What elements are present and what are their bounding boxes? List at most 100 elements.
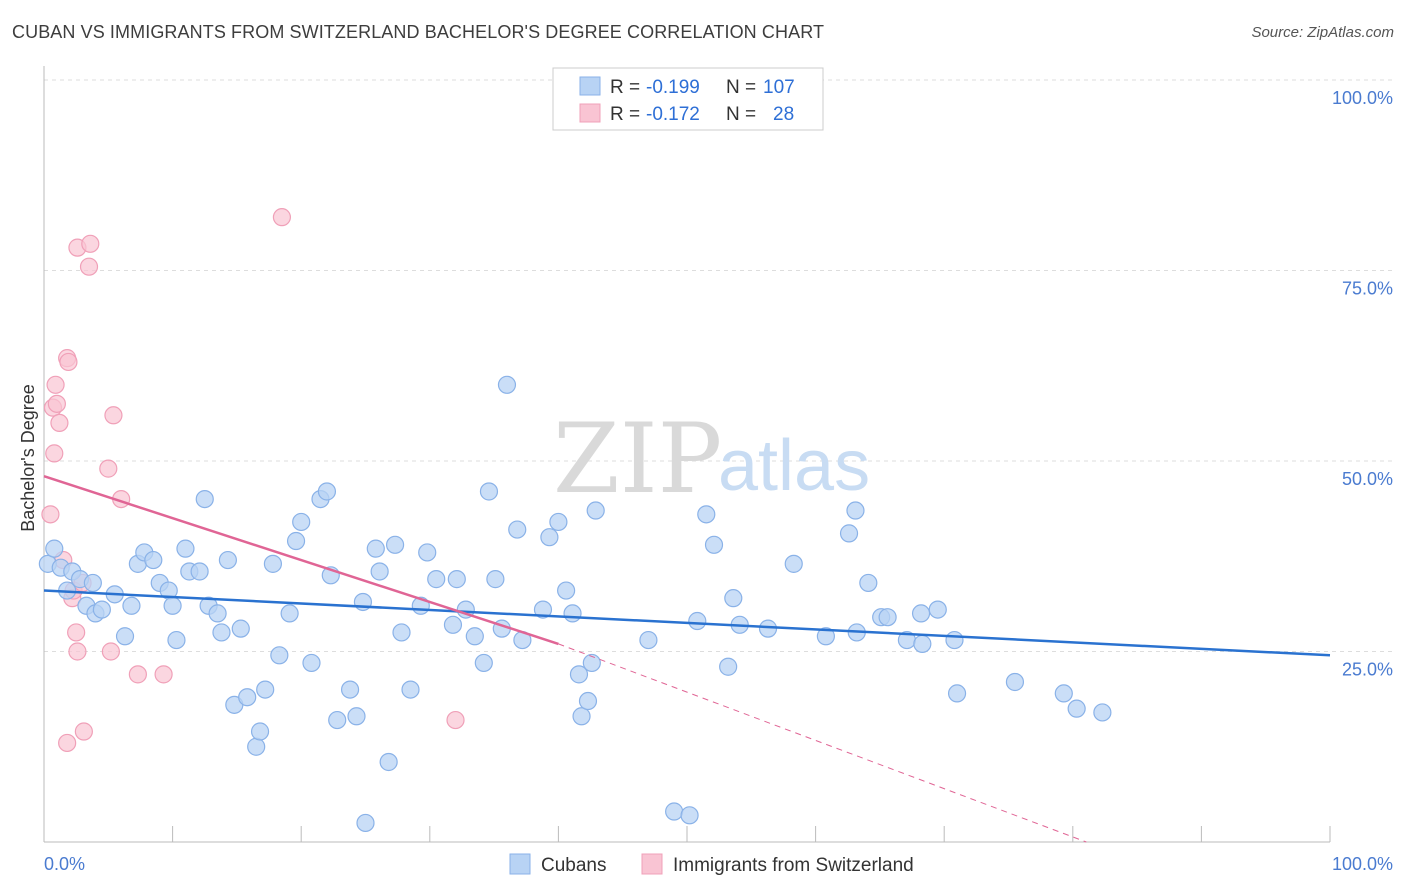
cuban-point-84 bbox=[719, 657, 738, 676]
cuban-point-70 bbox=[549, 512, 568, 532]
cuban-point-98 bbox=[913, 634, 932, 653]
cuban-point-62 bbox=[479, 482, 499, 501]
swiss-point-21 bbox=[104, 406, 123, 425]
cuban-point-105 bbox=[1093, 703, 1112, 722]
cuban-point-28 bbox=[231, 619, 250, 638]
gridlines bbox=[44, 79, 1393, 652]
cuban-point-104 bbox=[1067, 699, 1086, 718]
x-tick-label-left: 0.0% bbox=[44, 854, 85, 874]
swiss-point-9 bbox=[58, 733, 77, 753]
cuban-point-20 bbox=[176, 539, 195, 558]
cuban-point-91 bbox=[846, 501, 865, 520]
swiss-point-24 bbox=[154, 665, 173, 684]
cuban-point-15 bbox=[144, 550, 163, 570]
legend-swatch-pink bbox=[579, 103, 601, 123]
legend-n-label-1: N = bbox=[726, 77, 756, 98]
cuban-point-37 bbox=[286, 531, 306, 551]
swiss-point-4 bbox=[47, 394, 66, 413]
series-immigrants-from-switzerland bbox=[41, 208, 465, 753]
cuban-point-51 bbox=[385, 535, 405, 554]
swiss-point-12 bbox=[67, 623, 86, 642]
legend-n-label-2: N = bbox=[726, 104, 756, 125]
legend-n-value-2: 28 bbox=[773, 104, 794, 125]
watermark: ZIP atlas bbox=[553, 403, 870, 515]
cuban-point-47 bbox=[356, 813, 375, 833]
cuban-point-36 bbox=[280, 604, 299, 623]
legend-r-label-1: R = bbox=[610, 77, 640, 98]
cuban-point-11 bbox=[115, 627, 135, 646]
y-tick-label-2: 75.0% bbox=[1342, 279, 1393, 299]
trendline-switzerland-extension bbox=[558, 643, 1087, 843]
cuban-point-18 bbox=[163, 596, 182, 615]
bottom-legend-swatch-cubans bbox=[509, 853, 531, 875]
cuban-point-76 bbox=[582, 653, 601, 673]
swiss-point-17 bbox=[79, 257, 99, 276]
legend-r-value-1: -0.199 bbox=[646, 77, 700, 98]
cuban-point-75 bbox=[578, 691, 598, 711]
cuban-point-88 bbox=[784, 554, 803, 573]
cuban-point-55 bbox=[418, 543, 437, 562]
x-tick-labels: 0.0% 100.0% bbox=[44, 854, 1393, 874]
trendlines bbox=[43, 475, 1331, 843]
cuban-point-49 bbox=[370, 562, 389, 581]
trendline-cubans bbox=[43, 589, 1331, 657]
cuban-point-72 bbox=[563, 604, 582, 623]
cuban-point-80 bbox=[680, 806, 699, 825]
y-tick-labels: 25.0% 50.0% 75.0% 100.0% bbox=[1332, 88, 1393, 680]
cuban-point-73 bbox=[569, 665, 589, 684]
cuban-point-27 bbox=[218, 550, 237, 570]
cuban-point-44 bbox=[340, 680, 360, 699]
cuban-point-101 bbox=[947, 684, 967, 703]
swiss-point-25 bbox=[272, 208, 292, 227]
cuban-point-89 bbox=[816, 627, 835, 646]
cuban-point-90 bbox=[839, 524, 859, 543]
cuban-point-66 bbox=[508, 520, 527, 539]
cuban-point-43 bbox=[328, 710, 347, 730]
legend-top: R = -0.199 N = 107 R = -0.172 N = 28 bbox=[552, 67, 824, 131]
cuban-point-32 bbox=[250, 722, 270, 741]
bottom-legend-label-cubans: Cubans bbox=[541, 855, 607, 876]
cuban-point-48 bbox=[366, 539, 385, 558]
swiss-point-0 bbox=[41, 505, 60, 524]
cuban-point-74 bbox=[572, 707, 591, 726]
trendline-switzerland bbox=[43, 475, 559, 646]
cuban-point-30 bbox=[238, 688, 257, 707]
cuban-point-60 bbox=[465, 627, 484, 646]
cuban-point-56 bbox=[427, 570, 446, 589]
cuban-point-10 bbox=[92, 600, 111, 619]
cuban-point-79 bbox=[665, 802, 684, 821]
swiss-point-16 bbox=[74, 722, 93, 741]
cuban-point-95 bbox=[878, 608, 897, 627]
swiss-point-3 bbox=[46, 375, 65, 394]
swiss-point-20 bbox=[101, 642, 120, 661]
cuban-point-34 bbox=[263, 554, 283, 573]
chart-title: CUBAN VS IMMIGRANTS FROM SWITZERLAND BAC… bbox=[12, 22, 825, 42]
cuban-point-22 bbox=[190, 562, 209, 581]
cuban-point-77 bbox=[586, 501, 605, 520]
cuban-point-52 bbox=[392, 623, 411, 642]
cuban-point-81 bbox=[688, 611, 707, 631]
cuban-point-19 bbox=[167, 630, 186, 650]
cuban-point-71 bbox=[557, 581, 576, 600]
cuban-point-23 bbox=[195, 490, 214, 509]
swiss-point-8 bbox=[59, 352, 78, 372]
cuban-point-68 bbox=[533, 600, 553, 619]
cuban-point-82 bbox=[697, 505, 716, 524]
cuban-point-25 bbox=[208, 604, 227, 623]
cuban-point-87 bbox=[758, 619, 778, 638]
cuban-point-1 bbox=[45, 539, 64, 558]
cuban-point-93 bbox=[859, 573, 878, 593]
swiss-point-13 bbox=[68, 642, 87, 661]
cuban-point-65 bbox=[497, 375, 517, 394]
y-tick-label-0: 25.0% bbox=[1342, 660, 1393, 680]
bottom-legend-swatch-switzerland bbox=[641, 853, 663, 875]
cuban-point-83 bbox=[704, 535, 724, 554]
cuban-point-99 bbox=[928, 600, 947, 619]
swiss-point-18 bbox=[81, 234, 100, 253]
bottom-legend-label-switzerland: Immigrants from Switzerland bbox=[673, 855, 914, 876]
cuban-point-102 bbox=[1005, 672, 1025, 692]
legend-n-value-1: 107 bbox=[763, 77, 795, 98]
y-tick-label-1: 50.0% bbox=[1342, 469, 1393, 489]
cuban-point-26 bbox=[212, 623, 231, 642]
